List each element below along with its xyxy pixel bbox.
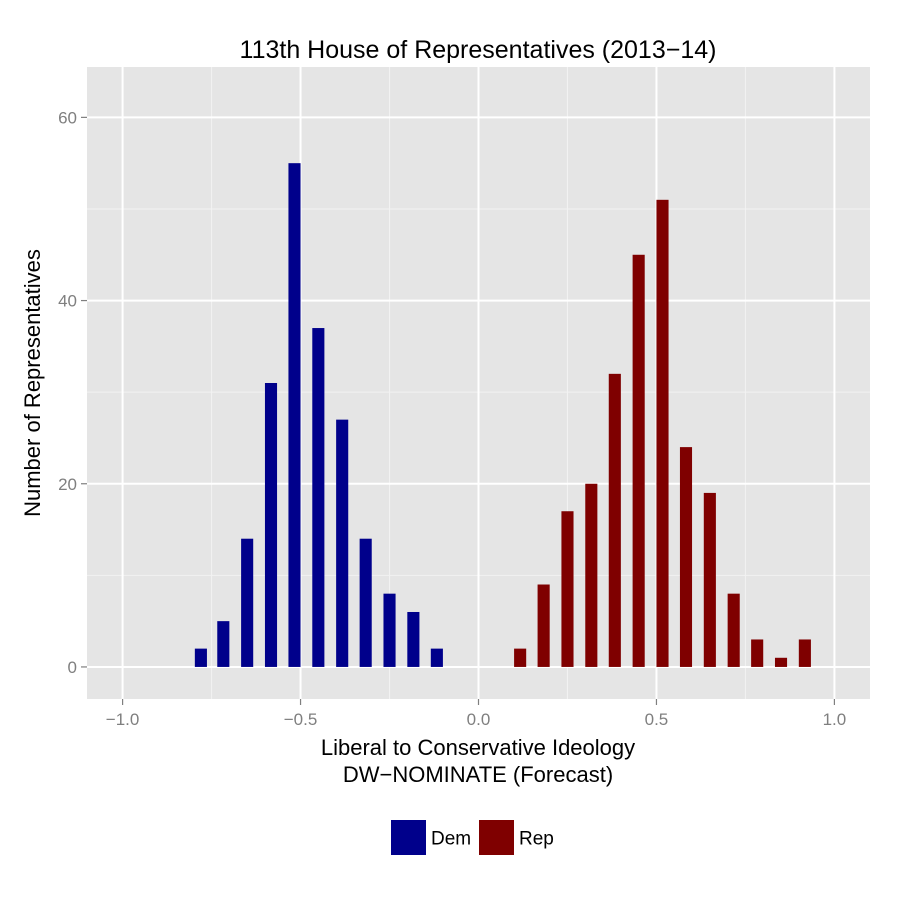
legend-key-dem xyxy=(391,820,426,855)
bar-dem xyxy=(217,621,230,667)
bar-dem xyxy=(359,538,372,667)
bar-dem xyxy=(194,648,207,667)
bar-dem xyxy=(264,383,278,667)
x-tick-label: 0.5 xyxy=(645,710,669,729)
bar-dem xyxy=(336,419,349,667)
x-tick-label: 1.0 xyxy=(823,710,847,729)
legend: Dem Rep xyxy=(391,820,554,855)
x-axis-ticks: −1.0 −0.5 0.0 0.5 1.0 xyxy=(106,699,846,729)
bar-dem xyxy=(383,593,396,667)
bar-rep xyxy=(632,254,645,667)
bar-rep xyxy=(561,511,574,667)
x-axis-title: Liberal to Conservative Ideology xyxy=(321,735,635,760)
legend-key-rep xyxy=(479,820,514,855)
chart-title: 113th House of Representatives (2013−14) xyxy=(240,36,717,64)
bar-rep xyxy=(798,639,811,667)
bar-rep xyxy=(679,447,693,667)
bar-rep xyxy=(585,483,598,667)
y-axis-ticks: 0 20 40 60 xyxy=(58,108,87,677)
bar-rep xyxy=(608,373,621,667)
bar-dem xyxy=(312,328,325,667)
bars-group xyxy=(194,163,811,667)
y-tick-label: 0 xyxy=(68,658,77,677)
x-axis-subtitle: DW−NOMINATE (Forecast) xyxy=(343,762,613,787)
x-tick-label: 0.0 xyxy=(467,710,491,729)
bar-rep xyxy=(774,657,788,667)
bar-dem xyxy=(288,163,301,667)
bar-rep xyxy=(514,648,527,667)
bar-dem xyxy=(430,648,443,667)
y-axis-title: Number of Representatives xyxy=(20,249,45,517)
bar-rep xyxy=(727,593,740,667)
bar-rep xyxy=(656,199,669,667)
bar-rep xyxy=(751,639,764,667)
bar-dem xyxy=(241,538,254,667)
y-tick-label: 20 xyxy=(58,475,77,494)
bar-rep xyxy=(537,584,550,667)
bar-rep xyxy=(703,492,716,667)
y-tick-label: 60 xyxy=(58,108,77,127)
x-tick-label: −0.5 xyxy=(284,710,318,729)
y-tick-label: 40 xyxy=(58,292,77,311)
x-tick-label: −1.0 xyxy=(106,710,140,729)
legend-label-dem: Dem xyxy=(431,829,471,850)
legend-label-rep: Rep xyxy=(519,829,554,850)
bar-dem xyxy=(407,611,420,667)
